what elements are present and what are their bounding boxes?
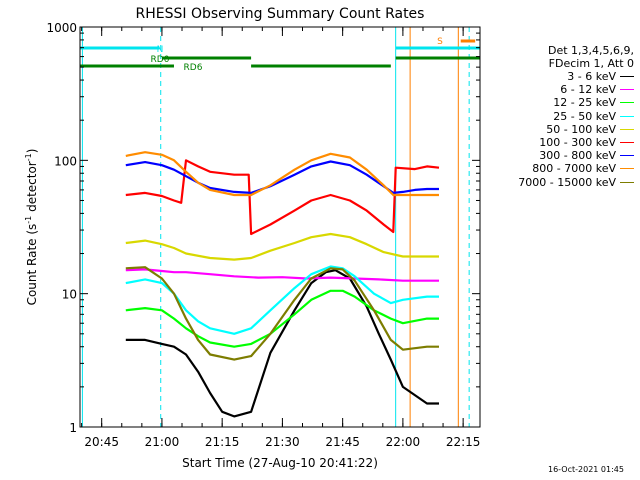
legend-label: 300 - 800 keV	[539, 149, 616, 163]
x-tick-label: 21:30	[265, 435, 300, 449]
legend-entry: 50 - 100 keV	[492, 123, 634, 136]
legend-entry: 100 - 300 keV	[492, 136, 634, 149]
series-line-7000-15000-kev	[125, 266, 439, 361]
series-line-800-7000-kev	[125, 151, 439, 197]
legend-swatch	[620, 155, 634, 157]
x-axis-label: Start Time (27-Aug-10 20:41:22)	[182, 456, 378, 470]
legend-swatch	[620, 142, 634, 144]
y-tick-label: 1000	[46, 21, 77, 35]
legend-label: 100 - 300 keV	[539, 136, 616, 150]
y-axis-label-part: )	[25, 149, 39, 154]
legend-header-line: FDecim 1, Att 0	[548, 57, 634, 70]
state-label-n: N	[157, 45, 164, 55]
legend-entry: 12 - 25 keV	[492, 96, 634, 109]
y-axis-label: Count Rate (s-1 detector-1)	[24, 149, 39, 306]
legend-entry: 6 - 12 keV	[492, 83, 634, 96]
legend-label: 6 - 12 keV	[560, 83, 616, 97]
legend-label: 3 - 6 keV	[567, 70, 616, 84]
x-tick-label: 20:45	[84, 435, 119, 449]
state-label-rd6: RD6	[184, 63, 203, 73]
y-tick-label: 1	[69, 421, 77, 435]
series-line-12-25-kev	[125, 289, 439, 348]
legend: Det 1,3,4,5,6,9, FDecim 1, Att 0 3 - 6 k…	[492, 44, 634, 189]
y-tick-label: 10	[62, 288, 77, 302]
legend-entry: 7000 - 15000 keV	[492, 176, 634, 189]
legend-swatch	[620, 76, 634, 78]
legend-entry: 300 - 800 keV	[492, 149, 634, 162]
legend-swatch	[620, 168, 634, 170]
legend-label: 7000 - 15000 keV	[518, 175, 616, 189]
legend-header-line: Det 1,3,4,5,6,9,	[547, 44, 634, 57]
y-axis-label-superscript: -1	[24, 153, 33, 161]
x-tick-label: 22:00	[386, 435, 421, 449]
y-axis-label-part: detector	[25, 161, 39, 216]
y-axis-label-part: Count Rate (s	[25, 224, 39, 306]
chart-title: RHESSI Observing Summary Count Rates	[136, 6, 425, 22]
state-label-rd0: RD0	[151, 55, 170, 65]
plot-frame	[79, 26, 481, 428]
legend-entry: 25 - 50 keV	[492, 110, 634, 123]
series-line-6-12-kev	[125, 268, 439, 282]
legend-entry: 800 - 7000 keV	[492, 162, 634, 175]
legend-label: 12 - 25 keV	[553, 96, 616, 110]
y-axis-label-superscript: -1	[24, 216, 33, 224]
x-tick-label: 21:15	[205, 435, 240, 449]
legend-swatch	[620, 128, 634, 130]
x-tick-label: 21:45	[325, 435, 360, 449]
legend-entries: 3 - 6 keV 6 - 12 keV 12 - 25 keV 25 - 50 ke…	[492, 70, 634, 189]
series-line-300-800-kev	[125, 160, 439, 194]
state-label-s: S	[437, 37, 443, 47]
legend-swatch	[620, 115, 634, 117]
axes: 1 10 100 1000 20:45 21:00 21:15 21:30 21:45 22:00…	[46, 21, 480, 449]
legend-swatch	[620, 102, 634, 104]
y-tick-label: 100	[54, 154, 77, 168]
legend-entry: 3 - 6 keV	[492, 70, 634, 83]
series-line-50-100-kev	[125, 232, 439, 261]
legend-label: 50 - 100 keV	[546, 122, 616, 136]
render-timestamp: 16-Oct-2021 01:45	[548, 465, 624, 474]
x-tick-label: 21:00	[145, 435, 180, 449]
series-line-3-6-kev	[125, 269, 439, 418]
x-tick-label: 22:15	[446, 435, 481, 449]
legend-swatch	[620, 89, 634, 91]
legend-label: 25 - 50 keV	[553, 109, 616, 123]
series-line-100-300-kev	[125, 159, 440, 236]
legend-swatch	[620, 181, 634, 183]
legend-label: 800 - 7000 keV	[532, 162, 616, 176]
